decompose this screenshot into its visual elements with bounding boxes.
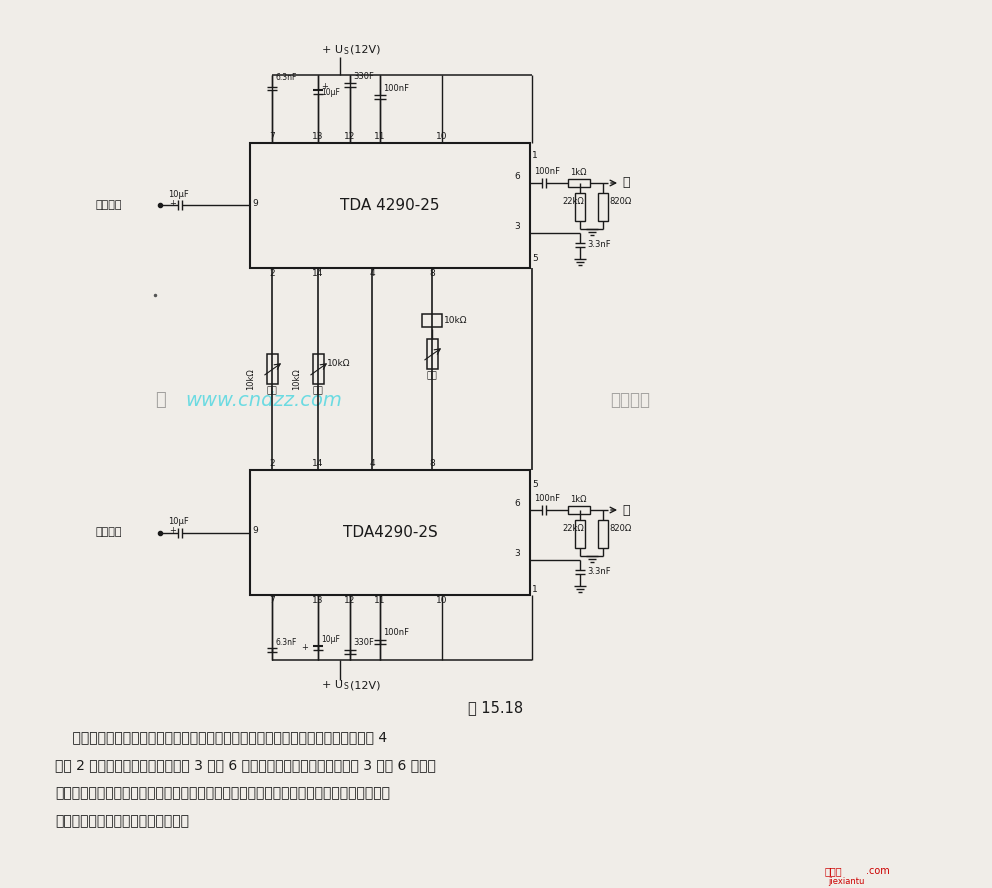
Bar (568, 179, 590, 187)
Bar (598, 193, 608, 221)
Text: 图 15.18: 图 15.18 (468, 700, 524, 715)
Text: 14: 14 (312, 269, 323, 278)
Text: 2: 2 (269, 459, 275, 468)
Bar (575, 520, 585, 548)
Text: 10kΩ: 10kΩ (292, 369, 301, 390)
Bar (568, 506, 590, 514)
Text: TDA 4290-25: TDA 4290-25 (340, 198, 439, 213)
Text: 7: 7 (269, 132, 275, 141)
Text: (12V): (12V) (350, 680, 381, 690)
Text: 10kΩ: 10kΩ (246, 369, 255, 390)
Text: 左输入端: 左输入端 (95, 201, 121, 210)
Text: +: + (169, 199, 176, 208)
Text: 11: 11 (374, 596, 386, 605)
Text: 7: 7 (269, 596, 275, 605)
Text: .com: .com (866, 866, 890, 876)
Text: 右: 右 (622, 503, 630, 517)
Text: 10µF: 10µF (321, 635, 340, 644)
Bar (598, 520, 608, 548)
Text: 4: 4 (369, 459, 375, 468)
Text: S: S (343, 682, 348, 691)
Text: 3: 3 (514, 222, 520, 231)
Text: www.cndzz.com: www.cndzz.com (185, 391, 342, 409)
Text: 3.3nF: 3.3nF (587, 240, 611, 249)
Text: 音量: 音量 (427, 371, 437, 380)
Text: 8: 8 (430, 459, 434, 468)
Text: 5: 5 (532, 480, 538, 489)
Text: 6.3nF: 6.3nF (276, 73, 298, 82)
Text: 与脚 2 参考电位点相连，故此时脚 3 和脚 6 处音调降低的程度不同。若在脚 3 和脚 6 间接入: 与脚 2 参考电位点相连，故此时脚 3 和脚 6 处音调降低的程度不同。若在脚 … (55, 758, 435, 772)
Text: 10: 10 (436, 132, 447, 141)
Text: 10: 10 (436, 596, 447, 605)
Text: 6: 6 (514, 499, 520, 508)
Text: 6.3nF: 6.3nF (276, 638, 298, 647)
Text: 1: 1 (532, 151, 538, 160)
Text: 100nF: 100nF (383, 84, 409, 93)
Text: 10kΩ: 10kΩ (326, 359, 350, 368)
Text: jiexiantu: jiexiantu (828, 877, 864, 886)
Text: +: + (321, 82, 328, 91)
Text: 11: 11 (374, 132, 386, 141)
Text: +: + (169, 526, 176, 535)
Text: + U: + U (322, 45, 343, 55)
Text: 接线图: 接线图 (825, 866, 842, 876)
Text: TDA4290-2S: TDA4290-2S (342, 525, 437, 540)
Text: 820Ω: 820Ω (609, 524, 631, 533)
Text: 100nF: 100nF (534, 167, 560, 176)
Text: 杭: 杭 (155, 391, 166, 409)
Text: 4: 4 (369, 269, 375, 278)
Text: 8: 8 (430, 269, 434, 278)
Text: 1kΩ: 1kΩ (570, 168, 586, 177)
Bar (250, 470, 530, 595)
Text: 高音: 高音 (267, 386, 278, 395)
Text: 10kΩ: 10kΩ (444, 316, 467, 325)
Text: 该电路高低音提升或降低的程度以及音量调节与前述电路类似。音量调节部分将脚 4: 该电路高低音提升或降低的程度以及音量调节与前述电路类似。音量调节部分将脚 4 (55, 730, 387, 744)
Text: 2: 2 (269, 269, 275, 278)
Bar (312, 354, 323, 384)
Text: 12: 12 (344, 132, 356, 141)
Bar (427, 339, 437, 369)
Text: 22kΩ: 22kΩ (562, 524, 583, 533)
Text: 330F: 330F (353, 638, 374, 647)
Text: 6: 6 (514, 172, 520, 181)
Text: 100nF: 100nF (534, 494, 560, 503)
Text: 1: 1 (532, 585, 538, 594)
Text: 左: 左 (622, 177, 630, 189)
Text: 3.3nF: 3.3nF (587, 567, 611, 575)
Text: +: + (302, 643, 308, 652)
Text: 10µF: 10µF (321, 88, 340, 97)
Bar (267, 354, 278, 384)
Text: 14: 14 (312, 459, 323, 468)
Text: 330F: 330F (353, 72, 374, 81)
Text: 13: 13 (312, 596, 323, 605)
Text: 分别控制左右两个声道的音响设备。: 分别控制左右两个声道的音响设备。 (55, 814, 189, 828)
Text: 一个同频率有关的网络，则可在其抄头处得到随音量电平不同而不同的输出信号，此信号可: 一个同频率有关的网络，则可在其抄头处得到随音量电平不同而不同的输出信号，此信号可 (55, 786, 390, 800)
Bar (575, 193, 585, 221)
Text: + U: + U (322, 680, 343, 690)
Text: 5: 5 (532, 254, 538, 263)
Text: 820Ω: 820Ω (609, 197, 631, 206)
Text: 10µF: 10µF (168, 189, 188, 199)
Bar (250, 143, 530, 268)
Text: 右输入端: 右输入端 (95, 527, 121, 537)
Text: S: S (343, 47, 348, 56)
Text: 3: 3 (514, 549, 520, 558)
Text: 13: 13 (312, 132, 323, 141)
Text: 10µF: 10µF (168, 517, 188, 526)
Text: 有限公司: 有限公司 (610, 391, 650, 409)
Text: 100nF: 100nF (383, 628, 409, 637)
Text: (12V): (12V) (350, 45, 381, 55)
Text: 低音: 低音 (312, 386, 323, 395)
Text: 9: 9 (252, 199, 258, 208)
Bar (422, 314, 442, 327)
Text: 22kΩ: 22kΩ (562, 197, 583, 206)
Text: 9: 9 (252, 526, 258, 535)
Text: 1kΩ: 1kΩ (570, 495, 586, 504)
Text: 12: 12 (344, 596, 356, 605)
